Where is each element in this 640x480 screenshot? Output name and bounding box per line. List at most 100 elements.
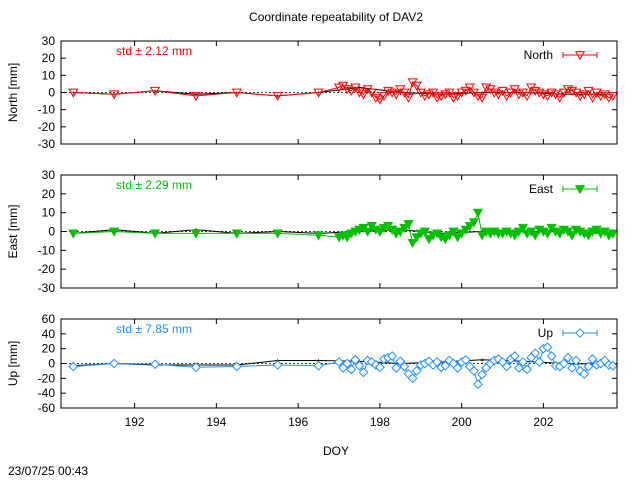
reference-point: + [112,90,117,99]
data-point [444,88,455,98]
data-point [517,223,529,233]
data-point [571,355,582,366]
data-point [440,90,451,100]
data-point [149,86,161,97]
x-tick-label: 192 [125,415,145,429]
std-annotation: std ± 2.12 mm [116,44,192,58]
data-point [395,227,406,237]
data-point [68,229,79,239]
x-tick-label: 198 [370,415,390,429]
y-tick-label: 10 [42,68,56,82]
data-point [391,90,402,100]
data-point [403,93,414,103]
data-point [587,93,598,103]
data-point [334,357,344,367]
data-point [542,229,553,239]
data-point [191,362,201,373]
reference-point: + [316,89,321,98]
y-tick-label: -10 [38,243,56,257]
data-point [595,92,606,102]
data-point [354,360,365,371]
data-point [378,92,390,102]
data-point [403,220,414,230]
x-tick-label: 196 [288,415,308,429]
data-point [452,233,463,243]
y-tick-label: 10 [42,206,56,220]
data-point [567,363,577,373]
data-point [313,360,324,371]
x-tick-label: 202 [533,415,553,429]
data-point [607,92,618,102]
data-point [342,233,353,243]
data-point [603,93,614,103]
data-point [68,88,79,98]
data-point [407,373,418,384]
data-point [272,92,283,102]
data-point [607,229,618,239]
data-point [411,81,422,91]
data-point [563,352,573,363]
data-point [530,86,541,97]
data-point [497,86,508,97]
data-point [542,342,553,353]
legend-marker [575,328,585,338]
data-point [456,229,467,239]
data-point [546,351,557,361]
y-tick-label: -30 [38,137,56,151]
data-point [350,354,361,365]
data-point [383,86,394,97]
data-point [452,92,463,102]
plot-frame [60,40,618,145]
data-point [374,227,385,237]
y-tick-label: 40 [42,327,56,341]
data-point [231,229,242,239]
data-point [387,351,398,361]
data-point [460,86,471,97]
data-point [432,93,443,103]
plot-frame [60,174,618,289]
y-axis-label: East [mm] [6,204,20,258]
data-point [534,357,545,367]
data-point [149,229,161,239]
data-point [472,208,484,218]
data-point [366,88,377,98]
data-point [538,90,549,100]
data-point [370,93,381,103]
data-point [448,93,459,103]
data-point [587,354,598,364]
reference-point: + [480,356,485,365]
data-point [374,362,385,373]
data-point [558,88,569,98]
data-point [534,88,545,98]
data-point [411,366,422,376]
data-point [231,88,242,98]
data-point [464,221,475,232]
data-point [362,227,373,237]
data-point [575,366,586,376]
legend: North [524,48,598,62]
data-point [395,356,406,367]
data-point [513,363,524,373]
data-point [391,363,402,373]
data-point [399,88,410,98]
data-point [272,360,283,370]
y-axis-label: North [mm] [6,63,20,122]
data-point [566,231,578,241]
reference-point: + [275,92,280,101]
legend-label: East [529,182,554,196]
data-point [346,364,357,375]
legend-label: North [524,48,553,62]
data-point [460,354,471,365]
data-point [358,367,369,378]
data-point [109,358,120,369]
data-point [333,83,345,93]
data-point [440,360,451,371]
y-tick-label: 0 [48,225,55,239]
x-tick-label: 194 [206,415,226,429]
timestamp: 23/07/25 00:43 [8,464,88,478]
data-point [358,90,369,100]
data-point [342,85,353,95]
data-point [558,358,569,369]
data-point [444,231,455,241]
